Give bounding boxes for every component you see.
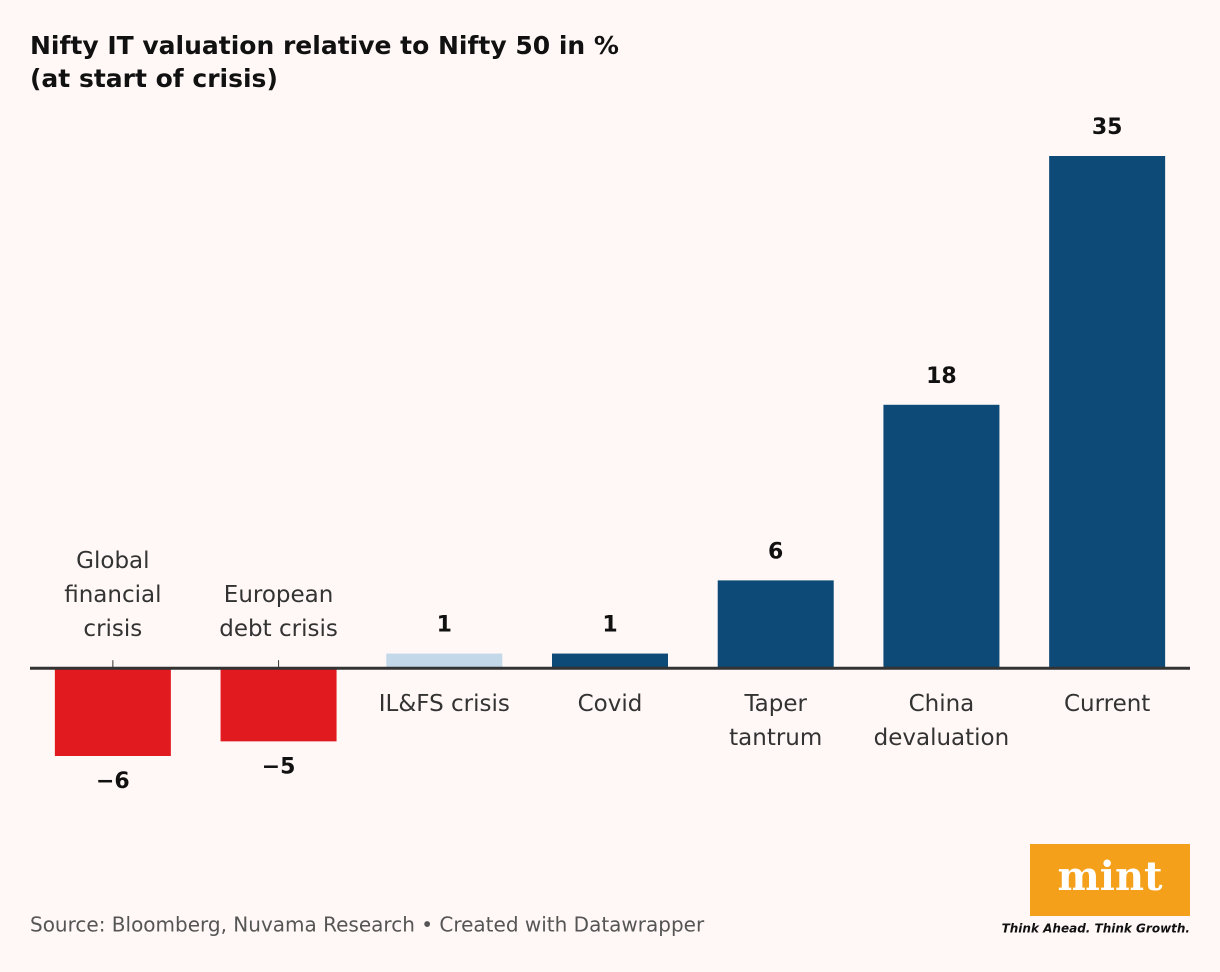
value-label: 1: [437, 613, 452, 638]
logo: mint: [1057, 853, 1163, 900]
x-tick-label: China devaluation: [874, 691, 1010, 751]
bar: [717, 580, 834, 669]
bar: [552, 653, 668, 669]
bar: [220, 668, 337, 742]
x-tick-label: Covid: [578, 691, 643, 717]
bar: [1049, 156, 1166, 669]
bar: [883, 404, 1000, 669]
x-tick-label: European debt crisis: [219, 582, 338, 642]
chart-subtitle: (at start of crisis): [30, 64, 278, 93]
bar: [386, 653, 503, 669]
tagline: Think Ahead. Think Growth.: [1002, 922, 1190, 936]
value-label: −6: [96, 769, 130, 794]
value-label: 6: [768, 539, 783, 564]
bar: [54, 668, 171, 756]
value-label: 1: [602, 613, 617, 638]
x-tick-label: Taper tantrum: [729, 691, 822, 751]
x-tick-label: IL&FS crisis: [379, 691, 510, 717]
x-tick-label: Current: [1064, 691, 1150, 717]
x-tick-label: Global financial crisis: [64, 548, 161, 642]
value-label: 18: [926, 364, 957, 389]
source: Source: Bloomberg, Nuvama Research • Cre…: [30, 913, 705, 937]
logo-box: [1030, 844, 1190, 916]
value-label: 35: [1092, 115, 1123, 140]
value-label: −5: [262, 754, 296, 779]
chart-title: Nifty IT valuation relative to Nifty 50 …: [30, 31, 619, 60]
